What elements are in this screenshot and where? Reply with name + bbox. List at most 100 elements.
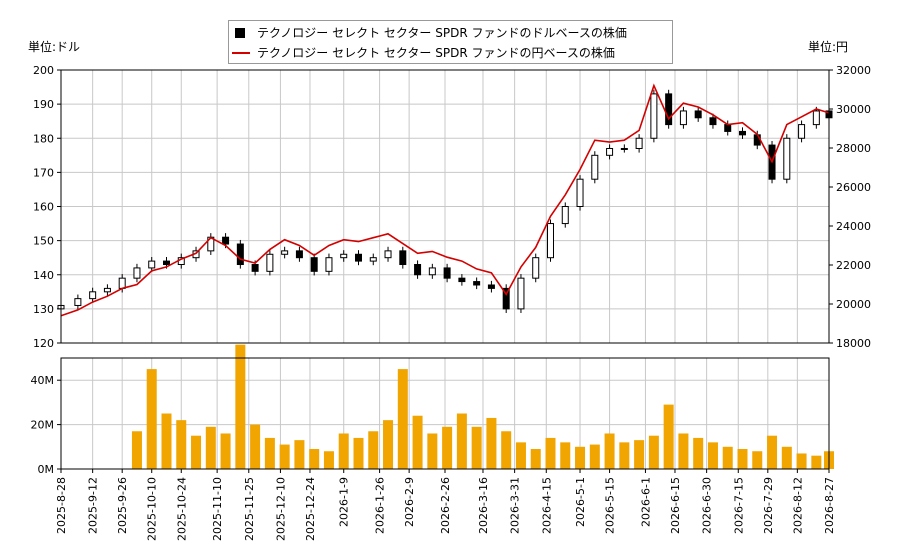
- candle-body: [517, 277, 525, 310]
- candle-body: [414, 264, 422, 276]
- chart-axes: [57, 69, 833, 473]
- candle-body: [709, 117, 717, 126]
- volume-bar: [131, 431, 142, 469]
- volume-bar: [264, 437, 275, 469]
- x-tick-label: 2026-8-27: [823, 477, 836, 534]
- y-tick-label-left: 170: [33, 166, 54, 179]
- y-tick-label-left: 150: [33, 235, 54, 248]
- volume-bar: [722, 446, 733, 469]
- volume-bar: [678, 433, 689, 469]
- volume-tick-label: 40M: [31, 374, 55, 387]
- legend: テクノロジー セレクト セクター SPDR ファンドのドルベースの株価 テクノロ…: [228, 20, 673, 64]
- volume-bar: [752, 451, 763, 469]
- x-tick-label: 2025-12-24: [304, 477, 317, 541]
- candle-body: [546, 223, 554, 259]
- candle-body: [753, 134, 761, 146]
- x-tick-label: 2026-3-16: [477, 477, 490, 534]
- candle-body: [266, 253, 274, 272]
- volume-bar: [412, 415, 423, 469]
- black-square-icon: [235, 28, 245, 38]
- volume-bar: [796, 453, 807, 469]
- x-tick-label: 2025-9-26: [116, 477, 129, 534]
- volume-bar: [176, 420, 187, 469]
- volume-bar: [427, 433, 438, 469]
- candle-body: [487, 284, 495, 289]
- volume-bar: [560, 442, 571, 469]
- jpy-price-line: [60, 83, 830, 317]
- volume-bar: [575, 446, 586, 469]
- candle-body: [679, 110, 687, 126]
- y-tick-label-right: 24000: [836, 220, 871, 233]
- volume-bar: [545, 437, 556, 469]
- candle-body: [650, 93, 658, 139]
- candle-body: [458, 277, 466, 283]
- x-tick-label: 2026-1-26: [374, 477, 387, 534]
- candle-body: [340, 253, 348, 259]
- legend-label-jpy: テクノロジー セレクト セクター SPDR ファンドの円ベースの株価: [257, 46, 615, 60]
- volume-bar: [250, 424, 261, 469]
- x-tick-label: 2026-6-30: [701, 477, 714, 534]
- volume-bar: [501, 431, 512, 469]
- candle-body: [665, 93, 673, 126]
- volume-bar: [220, 433, 231, 469]
- candle-body: [694, 110, 702, 119]
- candle-body: [325, 257, 333, 272]
- candle-body: [148, 260, 156, 269]
- volume-bar: [486, 417, 497, 469]
- volume-bar: [146, 369, 157, 469]
- volume-bar: [589, 444, 600, 469]
- x-tick-label: 2026-5-15: [604, 477, 617, 534]
- price-frame: [60, 69, 830, 344]
- volume-bar: [383, 420, 394, 469]
- legend-label-usd: テクノロジー セレクト セクター SPDR ファンドのドルベースの株価: [257, 26, 627, 40]
- candle-body: [133, 267, 141, 279]
- volume-bar: [397, 369, 408, 469]
- usd-candles: [57, 89, 833, 313]
- legend-item-usd: テクノロジー セレクト セクター SPDR ファンドのドルベースの株価: [229, 23, 672, 43]
- volume-bar: [456, 413, 467, 469]
- x-tick-label: 2026-2-26: [439, 477, 452, 534]
- y-tick-label-left: 120: [33, 337, 54, 350]
- volume-bar: [619, 442, 630, 469]
- volume-bar: [294, 440, 305, 469]
- candle-body: [576, 178, 584, 207]
- y-tick-label-right: 26000: [836, 181, 871, 194]
- x-tick-label: 2025-8-28: [55, 477, 68, 534]
- volume-frame: [60, 357, 830, 470]
- y-tick-label-left: 190: [33, 98, 54, 111]
- volume-bar: [279, 444, 290, 469]
- y-tick-label-right: 28000: [836, 142, 871, 155]
- x-tick-label: 2026-6-1: [639, 477, 652, 527]
- candle-body: [74, 298, 82, 306]
- volume-bar: [191, 435, 202, 469]
- candle-body: [236, 243, 244, 266]
- candle-body: [812, 110, 820, 126]
- x-tick-label: 2025-11-25: [243, 477, 256, 541]
- volume-bar: [811, 455, 822, 469]
- y-tick-label-right: 22000: [836, 259, 871, 272]
- candle-body: [443, 267, 451, 279]
- y-tick-label-left: 160: [33, 201, 54, 214]
- right-axis-unit: 単位:円: [808, 40, 849, 54]
- volume-tick-label: 20M: [31, 419, 55, 432]
- volume-bar: [205, 426, 216, 469]
- candle-body: [251, 264, 259, 272]
- volume-bar: [530, 449, 541, 469]
- x-tick-label: 2025-10-10: [146, 477, 159, 541]
- candle-body: [384, 250, 392, 259]
- volume-bar: [707, 442, 718, 469]
- axis-labels: 2025-8-28 2025-9-12 2025-9-26 2025-10-10 202…: [31, 64, 872, 541]
- volume-bar: [663, 404, 674, 469]
- candle-body: [502, 287, 510, 310]
- volume-bar: [781, 446, 792, 469]
- y-tick-label-right: 20000: [836, 298, 871, 311]
- candle-body: [354, 253, 362, 262]
- volume-bar: [161, 413, 172, 469]
- volume-bar: [515, 442, 526, 469]
- x-tick-label: 2026-6-15: [669, 477, 682, 534]
- y-tick-label-right: 30000: [836, 103, 871, 116]
- candle-body: [798, 124, 806, 139]
- volume-bar: [767, 435, 778, 469]
- legend-item-jpy: テクノロジー セレクト セクター SPDR ファンドの円ベースの株価: [229, 43, 672, 63]
- candle-body: [295, 250, 303, 259]
